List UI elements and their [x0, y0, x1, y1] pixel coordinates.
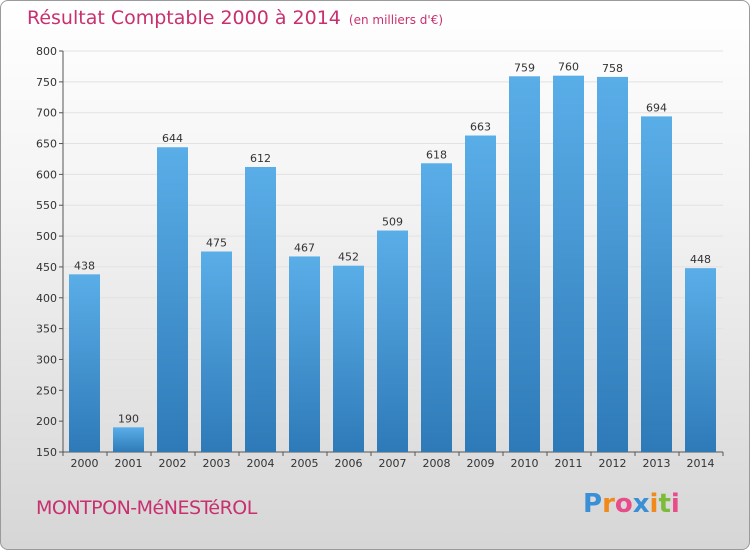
bar-2014 [685, 268, 716, 452]
value-label-2002: 644 [162, 132, 183, 145]
y-tick-label: 700 [36, 107, 57, 120]
proxiti-logo: Proxiti [583, 489, 680, 519]
x-tick-label: 2001 [115, 457, 143, 470]
bar-2002 [157, 147, 188, 453]
chart-title: Résultat Comptable 2000 à 2014 (en millie… [27, 7, 443, 29]
x-tick-label: 2009 [467, 457, 495, 470]
y-tick-label: 400 [36, 292, 57, 305]
bar-2001 [113, 427, 144, 452]
x-tick-label: 2003 [203, 457, 231, 470]
value-label-2013: 694 [646, 101, 667, 114]
bar-2005 [289, 256, 320, 452]
value-label-2009: 663 [470, 121, 491, 134]
y-tick-label: 500 [36, 230, 57, 243]
value-label-2004: 612 [250, 152, 271, 165]
value-label-2000: 438 [74, 259, 95, 272]
bar-2000 [69, 274, 100, 452]
bars [69, 75, 716, 453]
x-tick-label: 2005 [291, 457, 319, 470]
value-label-2011: 760 [558, 61, 579, 74]
y-tick-label: 600 [36, 168, 57, 181]
y-tick-label: 300 [36, 353, 57, 366]
logo-letter: r [602, 489, 615, 519]
y-tick-label: 250 [36, 384, 57, 397]
value-label-2012: 758 [602, 62, 623, 75]
bar-2007 [377, 230, 408, 452]
logo-letter: o [614, 489, 633, 519]
value-label-2010: 759 [514, 61, 535, 74]
y-tick-label: 350 [36, 323, 57, 336]
logo-letter: P [583, 489, 603, 519]
value-label-2005: 467 [294, 241, 315, 254]
x-tick-label: 2006 [335, 457, 363, 470]
x-tick-label: 2010 [511, 457, 539, 470]
logo-letter: i [670, 489, 680, 519]
bar-2004 [245, 166, 276, 452]
x-tick-label: 2013 [643, 457, 671, 470]
logo-letter: i [649, 489, 659, 519]
bar-2013 [641, 116, 672, 452]
bar-2003 [201, 251, 232, 452]
y-tick-label: 150 [36, 446, 57, 459]
value-label-2014: 448 [690, 253, 711, 266]
y-tick-label: 200 [36, 415, 57, 428]
commune-name: MONTPON-MéNESTéROL [36, 497, 257, 519]
chart-title-text: Résultat Comptable 2000 à 2014 [27, 7, 341, 29]
y-tick-label: 550 [36, 199, 57, 212]
logo-letter: x [632, 489, 650, 519]
bar-2009 [465, 135, 496, 452]
axes: 150 200 250 300 350 400 450 500 550 600 650 700 750 8… [36, 45, 724, 470]
value-label-2007: 509 [382, 216, 403, 229]
value-label-2003: 475 [206, 237, 227, 250]
x-tick-label: 2008 [423, 457, 451, 470]
x-tick-label: 2014 [687, 457, 715, 470]
y-tick-label: 800 [36, 45, 57, 58]
x-tick-label: 2011 [555, 457, 583, 470]
x-tick-label: 2002 [159, 457, 187, 470]
y-tick-label: 450 [36, 261, 57, 274]
bar-2010 [509, 76, 540, 452]
y-tick-label: 750 [36, 76, 57, 89]
value-label-2008: 618 [426, 148, 447, 161]
value-label-2006: 452 [338, 251, 359, 264]
x-tick-label: 2012 [599, 457, 627, 470]
x-tick-label: 2000 [71, 457, 99, 470]
y-tick-label: 650 [36, 138, 57, 151]
bar-2011 [553, 75, 584, 452]
chart-unit: (en milliers d'€) [348, 13, 444, 27]
value-labels: 438 190 644 475 612 467 452 509 618 663 759 760 758 6… [74, 61, 711, 426]
logo-letter: t [658, 489, 671, 519]
bar-2012 [597, 76, 628, 452]
x-tick-label: 2007 [379, 457, 407, 470]
value-label-2001: 190 [118, 412, 139, 425]
x-tick-label: 2004 [247, 457, 275, 470]
bar-2006 [333, 265, 364, 452]
bar-2008 [421, 163, 452, 452]
